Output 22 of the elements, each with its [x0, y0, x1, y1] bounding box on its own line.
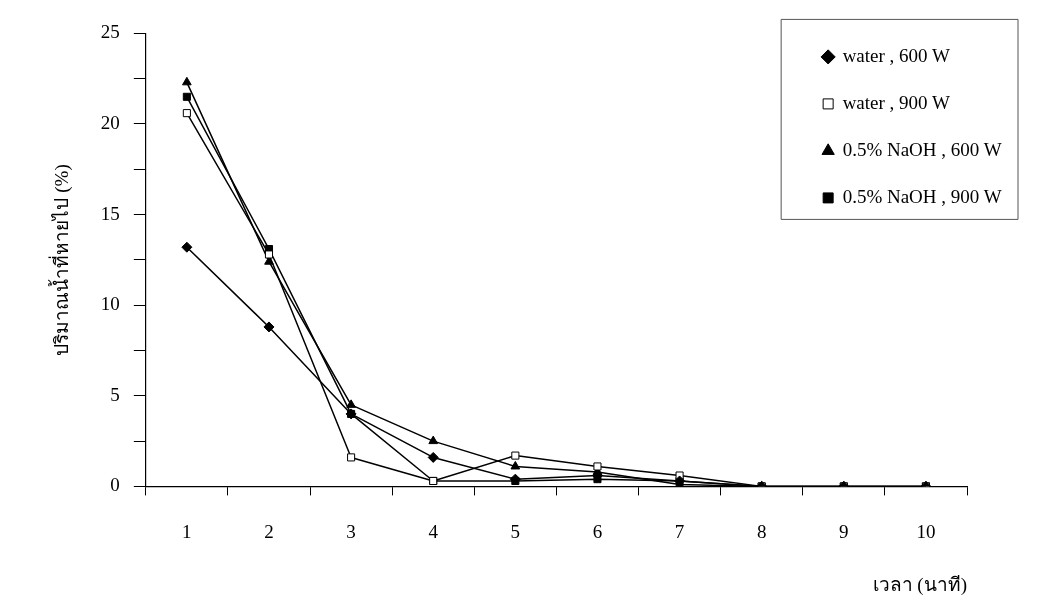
- y-tick-label: 20: [100, 111, 120, 133]
- x-tick-label: 6: [592, 520, 603, 542]
- x-tick-label: 8: [756, 520, 767, 542]
- x-tick-label: 5: [510, 520, 521, 542]
- x-tick-label: 3: [346, 520, 356, 542]
- y-tick-label: 10: [100, 293, 120, 315]
- x-tick-label: 1: [182, 520, 192, 542]
- y-tick-label: 15: [100, 202, 120, 224]
- legend-label: 0.5% NaOH , 900 W: [842, 185, 1002, 207]
- x-tick-label: 7: [674, 520, 685, 542]
- x-tick-label: 4: [428, 520, 439, 542]
- y-tick-label: 0: [110, 474, 120, 496]
- y-tick-label: 25: [100, 21, 120, 43]
- x-axis-title: เวลา (นาที): [872, 573, 967, 596]
- legend-label: 0.5% NaOH , 600 W: [842, 138, 1002, 160]
- y-axis-title: ปริมาณน้ำที่หายไป (%): [48, 164, 74, 356]
- x-tick-label: 9: [839, 520, 849, 542]
- x-tick-label: 10: [916, 520, 936, 542]
- legend-label: water , 600 W: [842, 44, 950, 66]
- legend-label: water , 900 W: [842, 91, 950, 113]
- y-tick-label: 5: [110, 383, 120, 405]
- x-tick-label: 2: [264, 520, 274, 542]
